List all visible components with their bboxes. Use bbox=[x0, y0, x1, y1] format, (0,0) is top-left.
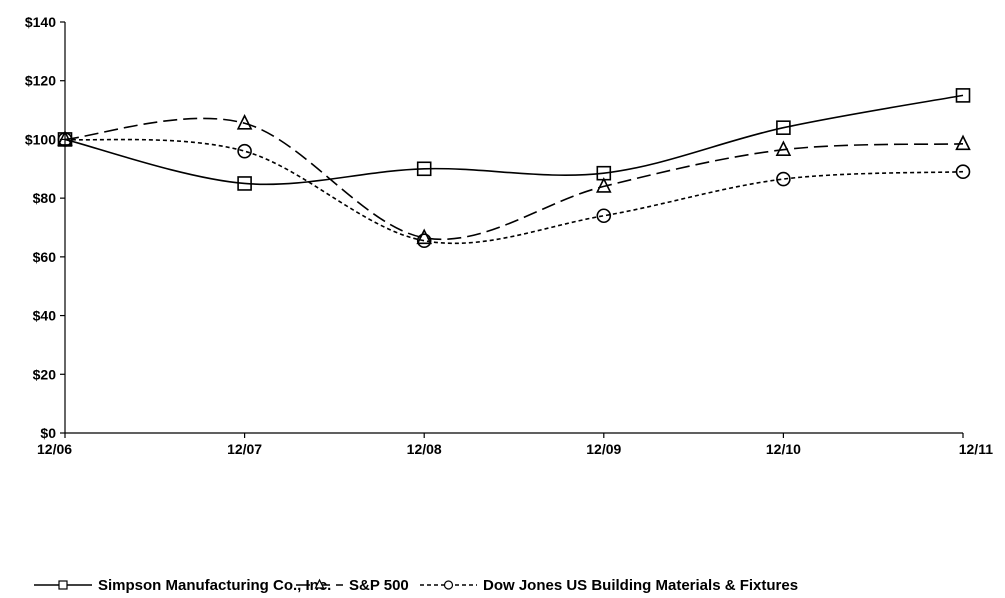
y-tick-label: $80 bbox=[33, 190, 57, 206]
legend: Simpson Manufacturing Co., Inc. S&P 500 Do… bbox=[34, 577, 798, 594]
series-line bbox=[64, 138, 964, 245]
y-tick-label: $0 bbox=[40, 425, 56, 441]
data-point-triangle bbox=[955, 134, 971, 151]
data-point-square bbox=[416, 161, 432, 177]
y-tick-label: $20 bbox=[33, 366, 57, 382]
x-axis-ticks: 12/06 12/07 12/08 12/09 12/10 12/11 bbox=[37, 433, 993, 457]
legend-item: Simpson Manufacturing Co., Inc. bbox=[34, 577, 331, 594]
data-point-square bbox=[776, 120, 791, 135]
x-tick-label: 12/10 bbox=[766, 441, 801, 457]
y-tick-label: $140 bbox=[25, 14, 56, 30]
y-tick-label: $60 bbox=[33, 249, 57, 265]
data-point-square bbox=[955, 88, 971, 103]
x-tick-label: 12/06 bbox=[37, 441, 72, 457]
data-point-triangle bbox=[416, 228, 432, 245]
x-tick-label: 12/07 bbox=[227, 441, 262, 457]
y-tick-label: $100 bbox=[25, 131, 56, 147]
legend-item: Dow Jones US Building Materials & Fixtur… bbox=[420, 577, 798, 594]
legend-label: S&P 500 bbox=[349, 577, 409, 594]
legend-marker-circle bbox=[443, 580, 454, 590]
y-tick-label: $40 bbox=[33, 308, 57, 324]
data-point-triangle bbox=[236, 113, 253, 130]
data-point-triangle bbox=[57, 130, 73, 146]
x-tick-label: 12/11 bbox=[959, 441, 993, 457]
legend-marker-triangle bbox=[314, 578, 325, 589]
series-circle-group bbox=[57, 132, 971, 249]
legend-label: Dow Jones US Building Materials & Fixtur… bbox=[483, 577, 798, 594]
series-square-group bbox=[57, 88, 971, 191]
data-point-triangle bbox=[775, 140, 792, 157]
data-point-circle bbox=[955, 164, 971, 180]
x-tick-label: 12/08 bbox=[407, 441, 442, 457]
data-point-circle bbox=[57, 132, 73, 147]
series-line bbox=[64, 94, 964, 186]
data-point-circle bbox=[776, 171, 791, 187]
data-point-square bbox=[237, 176, 252, 191]
legend-label: Simpson Manufacturing Co., Inc. bbox=[98, 577, 331, 594]
y-axis-ticks: $0 $20 $40 $60 $80 $100 $120 $140 bbox=[25, 14, 65, 441]
legend-marker-square bbox=[58, 580, 68, 590]
data-point-circle bbox=[596, 208, 612, 224]
series-layer bbox=[57, 88, 971, 249]
y-tick-label: $120 bbox=[25, 73, 56, 89]
x-tick-label: 12/09 bbox=[586, 441, 621, 457]
legend-item: S&P 500 bbox=[296, 577, 409, 594]
data-point-triangle bbox=[596, 177, 612, 193]
data-point-circle bbox=[416, 233, 432, 249]
data-point-circle bbox=[237, 143, 252, 159]
series-triangle-group bbox=[57, 113, 971, 245]
series-line bbox=[64, 117, 964, 240]
